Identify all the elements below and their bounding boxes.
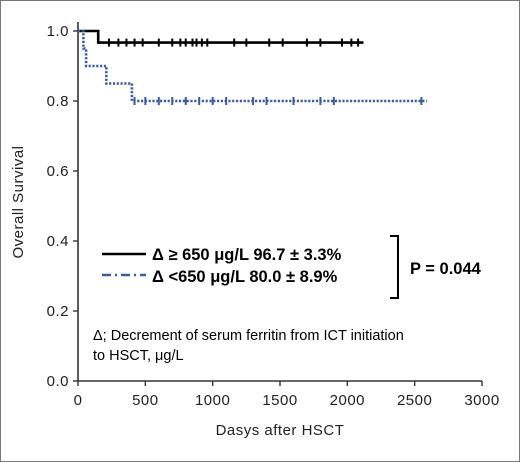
- p-value-bracket: [390, 235, 399, 299]
- y-tick-label: 0.0: [47, 373, 69, 390]
- y-tick-label: 1.0: [47, 23, 69, 40]
- y-tick-label: 0.4: [47, 233, 69, 250]
- survival-curve: [78, 29, 427, 103]
- survival-curve: [78, 29, 364, 44]
- x-ticks: 0 500 1000 1500 2000 2500 3000: [74, 381, 499, 409]
- y-tick-label: 0.6: [47, 163, 69, 180]
- series-high: [78, 29, 364, 47]
- footnote-line-1: Δ; Decrement of serum ferritin from ICT …: [93, 328, 404, 344]
- y-axis-title: Overall Survival: [10, 145, 27, 258]
- series-low: [78, 29, 427, 105]
- series-layer: [78, 29, 427, 105]
- p-value: P = 0.044: [410, 260, 482, 278]
- legend: Δ ≥ 650 μg/L 96.7 ± 3.3% Δ <650 μg/L 80.…: [102, 246, 342, 286]
- x-tick-label: 2000: [330, 392, 365, 409]
- y-tick-label: 0.8: [47, 93, 69, 110]
- legend-label-low: Δ <650 μg/L 80.0 ± 8.9%: [152, 268, 338, 286]
- x-tick-label: 1000: [195, 392, 230, 409]
- legend-label-high: Δ ≥ 650 μg/L 96.7 ± 3.3%: [152, 246, 342, 264]
- x-tick-label: 1500: [262, 392, 297, 409]
- y-ticks: 0.0 0.2 0.4 0.6 0.8 1.0: [47, 23, 78, 390]
- x-tick-label: 3000: [464, 392, 499, 409]
- footnote-line-2: to HSCT, μg/L: [93, 348, 184, 364]
- x-tick-label: 2500: [397, 392, 432, 409]
- x-tick-label: 500: [132, 392, 159, 409]
- x-axis-title: Dasys after HSCT: [216, 422, 345, 439]
- y-tick-label: 0.2: [47, 303, 69, 320]
- x-tick-label: 0: [74, 392, 83, 409]
